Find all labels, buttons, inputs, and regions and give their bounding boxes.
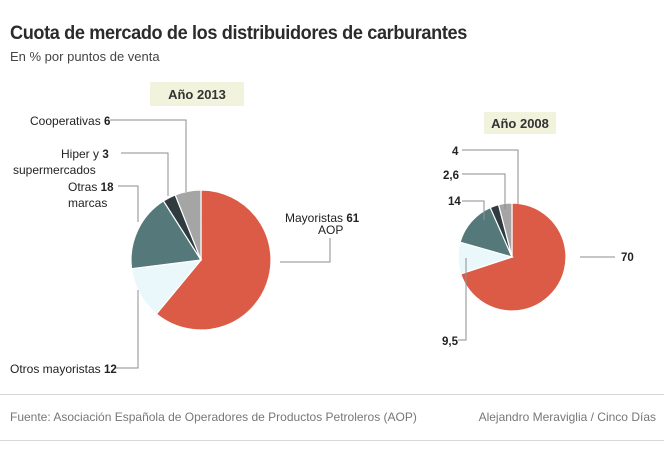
slice-label-cooperativas: Cooperativas 6 [30, 114, 110, 128]
slice-value-mayoristas: 70 [621, 252, 634, 264]
year-badge [484, 112, 556, 134]
slice-value-hiper: 2,6 [443, 170, 459, 182]
slice-value-otras_marcas: 14 [448, 196, 461, 208]
pie-slice-otras_marcas [130, 200, 203, 270]
chart-title: Cuota de mercado de los distribuidores d… [10, 22, 467, 44]
leader-line-hiper [462, 173, 506, 209]
slice-value-cooperativas: 4 [452, 146, 459, 158]
slice-label-otros_mayoristas: 9,5 [442, 336, 459, 348]
slice-label-mayoristas: Mayoristas 61 [285, 211, 360, 225]
slice-label-hiper: 2,6 [443, 170, 459, 182]
source-divider-top [0, 394, 664, 395]
slice-value-mayoristas: 61 [346, 213, 359, 225]
year-label: Año 2013 [168, 87, 226, 102]
leader-line-otras_marcas [118, 185, 139, 222]
leader-line-otros_mayoristas [458, 258, 467, 341]
pie-slice-cooperativas [174, 189, 202, 261]
leader-line-otras_marcas [462, 200, 485, 220]
year-label: Año 2008 [491, 116, 549, 131]
slice-value-otras_marcas: 18 [101, 182, 114, 194]
pie-1: Año 2008 70 9,5 14 2,6 4 [442, 112, 634, 348]
slice-label-otros_mayoristas: Otros mayoristas 12 [10, 362, 117, 376]
source-note: Fuente: Asociación Española de Operadore… [10, 410, 417, 424]
leader-line-otros_mayoristas [115, 290, 139, 369]
leader-line-cooperativas [110, 119, 187, 192]
slice-label-cooperativas: 4 [452, 146, 459, 158]
slice-value-otros_mayoristas: 12 [104, 364, 117, 376]
leader-line-mayoristas [280, 238, 331, 263]
slice-value-otros_mayoristas: 9,5 [442, 336, 459, 348]
slice-label-hiper: Hiper y 3 [61, 147, 109, 161]
slice-label-otras_marcas: 14 [448, 196, 461, 208]
chart-subtitle: En % por puntos de venta [10, 49, 160, 64]
source-divider-bottom [0, 440, 664, 441]
pie-slice-mayoristas [155, 189, 272, 331]
slice-value-cooperativas: 6 [104, 116, 110, 128]
leader-line-hiper [121, 152, 169, 196]
slice-value-hiper: 3 [102, 149, 108, 161]
year-badge [150, 82, 244, 106]
slice-label-otras_marcas: marcas [68, 196, 107, 210]
slice-label-mayoristas: AOP [318, 223, 343, 237]
slice-label-mayoristas: 70 [621, 252, 634, 264]
leader-line-cooperativas [462, 149, 519, 204]
author-credit: Alejandro Meraviglia / Cinco Días [478, 410, 656, 424]
slice-label-otras_marcas: Otras 18 [68, 180, 114, 194]
slice-label-hiper: supermercados [13, 163, 96, 177]
